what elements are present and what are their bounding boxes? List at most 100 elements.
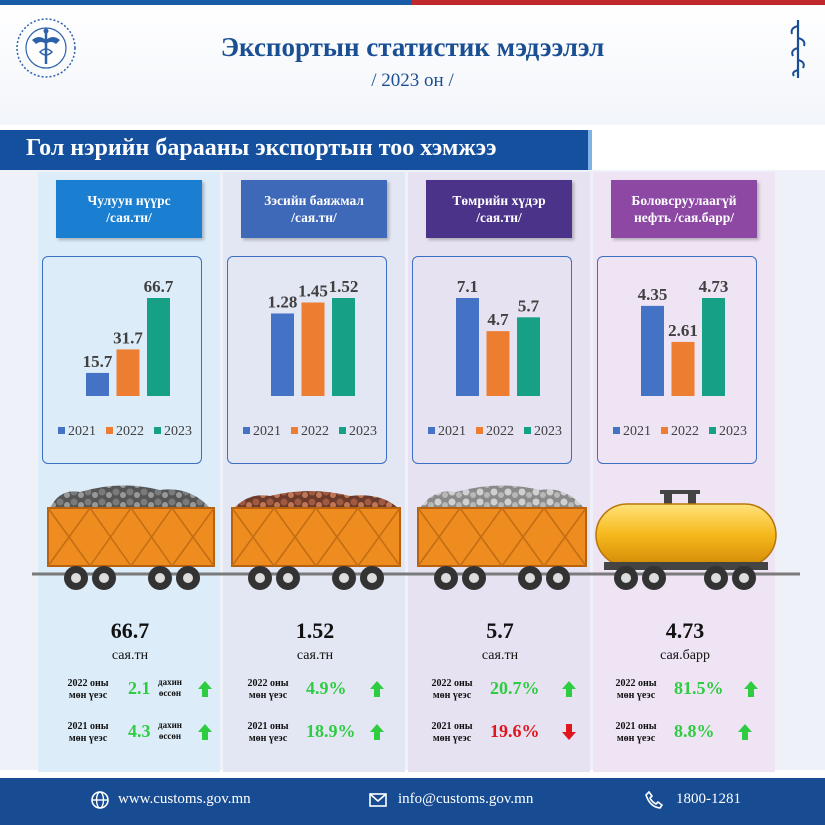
section-banner	[0, 130, 590, 172]
data-label: 4.73	[699, 277, 729, 296]
comparison-label: 2021 оны мөн үеэс	[431, 721, 473, 744]
comparison-value: 4.3	[128, 721, 151, 741]
iron-wagon	[417, 485, 587, 590]
comparison-label: 2022 оны мөн үеэс	[615, 678, 657, 701]
comparison-label: 2022 оны мөн үеэс	[247, 678, 289, 701]
comparison-value: 81.5%	[674, 678, 724, 698]
mongolian-script-icon	[790, 20, 806, 78]
category-label-coal: Чулуун нүүрс/сая.тн/	[56, 180, 202, 238]
bar-2021	[456, 298, 479, 396]
chart-frame-copper	[227, 256, 387, 464]
legend-label: 2023	[534, 424, 562, 439]
legend-swatch	[58, 427, 65, 434]
mail-icon	[369, 793, 387, 807]
coal-wagon	[47, 485, 215, 590]
footer-phone: 1800-1281	[676, 791, 741, 807]
legend-label: 2023	[164, 424, 192, 439]
bar-2021	[641, 305, 664, 396]
unit-coal: сая.тн	[111, 648, 149, 663]
unit-copper: сая.тн	[296, 648, 334, 663]
data-label: 1.28	[268, 292, 298, 311]
legend-swatch	[524, 427, 531, 434]
data-label: 4.35	[638, 285, 668, 304]
legend-label: 2021	[253, 424, 281, 439]
arrow-up-icon	[744, 681, 758, 697]
arrow-down-icon	[562, 724, 576, 740]
legend-swatch	[613, 427, 620, 434]
comparison-label: 2022 оны мөн үеэс	[431, 678, 473, 701]
total-value-iron: 5.7	[486, 618, 514, 643]
bar-2021	[271, 313, 294, 396]
legend-label: 2022	[116, 424, 144, 439]
comparison-value: 20.7%	[490, 678, 540, 698]
column-copper-background	[223, 172, 405, 772]
category-label-iron: Төмрийн хүдэр/сая.тн/	[426, 180, 572, 238]
copper-wagon	[231, 491, 401, 590]
bar-chart-oil: 4.352.61 4.73 2021 2022 2023	[613, 277, 747, 439]
legend-swatch	[339, 427, 346, 434]
bar-2023	[147, 298, 170, 396]
legend-label: 2021	[438, 424, 466, 439]
globe-icon	[91, 791, 109, 809]
data-label: 1.45	[298, 282, 328, 301]
comparison-suffix: дахин өссөн	[158, 677, 182, 698]
bar-2022	[301, 302, 325, 396]
total-value-coal: 66.7	[110, 618, 150, 643]
legend-swatch	[709, 427, 716, 434]
comparison-label: 2021 оны мөн үеэс	[247, 721, 289, 744]
legend-swatch	[291, 427, 298, 434]
section-banner-accent	[588, 130, 592, 172]
footer-website-link[interactable]: www.customs.gov.mn	[118, 791, 251, 807]
comparison-label: 2022 оны мөн үеэс	[67, 678, 109, 701]
data-label: 15.7	[83, 352, 113, 371]
legend-label: 2022	[486, 424, 514, 439]
chart-frame-oil	[597, 256, 757, 464]
category-label-oil: Боловсруулаагүй нефть /сая.барр/	[611, 180, 757, 238]
bar-2021	[86, 372, 109, 396]
arrow-up-icon	[370, 724, 384, 740]
comparison-value: 8.8%	[674, 721, 715, 741]
data-label: 4.7	[487, 310, 509, 329]
bar-2023	[702, 298, 725, 396]
footer-email-link[interactable]: info@customs.gov.mn	[398, 791, 534, 807]
bar-2022	[671, 341, 695, 396]
legend-label: 2021	[623, 424, 651, 439]
page-subtitle: / 2023 он /	[371, 70, 454, 91]
column-oil-background	[593, 172, 775, 772]
comparison-label: 2021 оны мөн үеэс	[615, 721, 657, 744]
bar-chart-coal: 15.731.7 66.7 2021 2022 2023	[58, 277, 192, 439]
data-label: 5.7	[518, 296, 540, 315]
comparison-value: 19.6%	[490, 721, 540, 741]
total-value-oil: 4.73	[665, 618, 705, 643]
column-iron-background	[408, 172, 590, 772]
top-stripe-red	[412, 0, 825, 5]
comparison-value: 2.1	[128, 678, 151, 698]
legend-label: 2022	[301, 424, 329, 439]
bar-2022	[116, 349, 140, 396]
legend-label: 2023	[349, 424, 377, 439]
bar-2023	[332, 298, 355, 396]
oil-tank-wagon	[595, 490, 777, 590]
total-value-copper: 1.52	[295, 618, 335, 643]
legend-swatch	[106, 427, 113, 434]
legend-label: 2022	[671, 424, 699, 439]
train-illustration	[32, 485, 800, 590]
legend-swatch	[243, 427, 250, 434]
comparison-value: 4.9%	[306, 678, 347, 698]
bar-chart-copper: 1.281.45 1.52 2021 2022 2023	[243, 277, 377, 439]
arrow-up-icon	[198, 681, 212, 697]
category-label-copper: Зэсийн баяжмал/сая.тн/	[241, 180, 387, 238]
legend-label: 2023	[719, 424, 747, 439]
arrow-up-icon	[370, 681, 384, 697]
unit-oil: сая.барр	[660, 648, 710, 663]
section-title: Гол нэрийн барааны экспортын тоо хэмжээ	[26, 135, 497, 161]
bar-2023	[517, 317, 540, 396]
legend-swatch	[154, 427, 161, 434]
comparison-suffix: дахин өссөн	[158, 720, 182, 741]
comparison-value: 18.9%	[306, 721, 356, 741]
data-label: 31.7	[113, 328, 143, 347]
bar-chart-iron: 7.1 4.7 5.7 2021 2022 2023	[428, 277, 562, 439]
footer-bar	[0, 778, 825, 825]
header-background	[0, 5, 825, 125]
column-coal-background	[38, 172, 220, 772]
